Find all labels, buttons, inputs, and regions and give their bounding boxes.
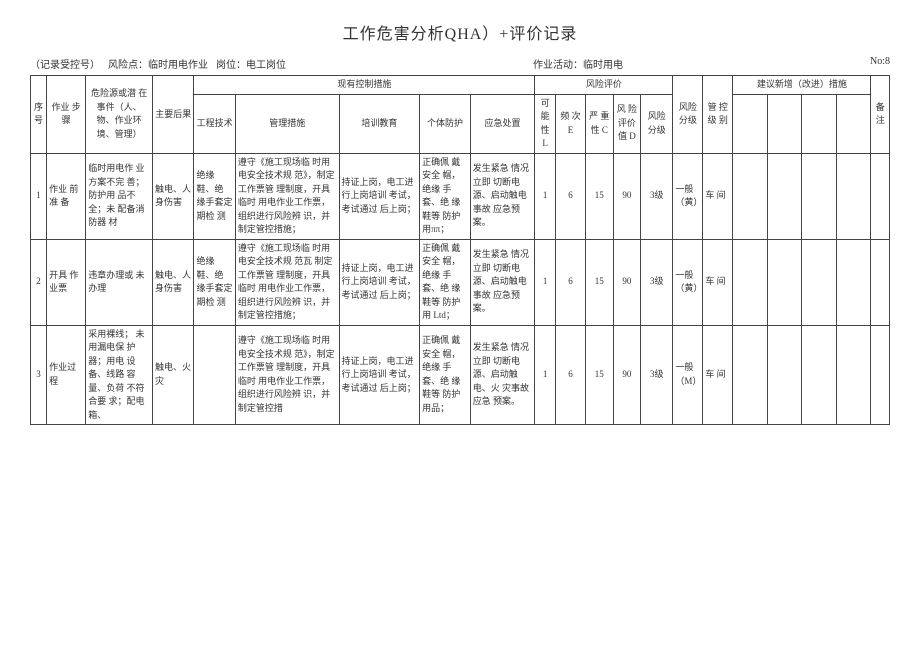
h-lvl: 风险 分级	[641, 94, 673, 153]
cell-cons: 触电、人身伤害	[153, 153, 194, 239]
cell-hazard: 临时用电作 业方案不完 善；防护用 品不全；未 配备消防器 材	[86, 153, 153, 239]
cell-suggest	[733, 239, 768, 325]
cell-hazard: 采用裸线； 未用漏电保 护器；用电 设备、线路 容量、负荷 不符合要 求；配电箱…	[86, 325, 153, 425]
cell-step: 开具 作业票	[47, 239, 86, 325]
h-hazard: 危险源或潜 在事件（人、物、作业环境、管理）	[86, 76, 153, 154]
h-existing: 现有控制措施	[194, 76, 535, 95]
h-risk-eval: 风险评价	[535, 76, 673, 95]
cell-suggest	[836, 325, 871, 425]
cell-C: 15	[585, 153, 613, 239]
cell-D: 90	[613, 239, 641, 325]
cell-suggest	[767, 325, 802, 425]
cell-suggest	[767, 239, 802, 325]
h-suggest: 建议新增（改进）措施	[733, 76, 871, 95]
cell-suggest	[733, 325, 768, 425]
cell-seq: 1	[31, 153, 47, 239]
cell-L: 1	[535, 325, 556, 425]
cell-mgLvl: 车 间	[703, 239, 733, 325]
h-emerg: 应急处置	[470, 94, 535, 153]
h-cons: 主要后果	[153, 76, 194, 154]
cell-eng: 绝缘 鞋、绝 缘手套定 期检 测	[194, 239, 235, 325]
cell-suggest	[802, 153, 837, 239]
cell-E: 6	[556, 325, 586, 425]
cell-mgLvl: 车 间	[703, 325, 733, 425]
h-C: 严 重性 C	[585, 94, 613, 153]
h-eng: 工程技术	[194, 94, 235, 153]
cell-note	[871, 325, 890, 425]
cell-E: 6	[556, 153, 586, 239]
h-note: 备注	[871, 76, 890, 154]
risk-point: 风险点：临时用电作业	[108, 56, 208, 71]
cell-emerg: 发生紧急 情况立即 切断电 源、启动触电事故 应急预 案。	[470, 239, 535, 325]
cell-ppe: 正确佩 戴安全 帽，绝缘 手套、绝 缘鞋等 防护用品；	[420, 325, 471, 425]
cell-C: 15	[585, 239, 613, 325]
cell-D: 90	[613, 325, 641, 425]
header-row-1: 序号 作业 步骤 危险源或潜 在事件（人、物、作业环境、管理） 主要后果 现有控…	[31, 76, 890, 95]
h-mglvl: 管 控级 别	[703, 76, 733, 154]
cell-mgmt: 遵守《施工现场临 时用电安全技术规 范瓦 制定工作票管 理制度，开具临时 用电作…	[235, 239, 339, 325]
cell-emerg: 发生紧急 情况立即 切断电 源、启动触电事故 应急预 案。	[470, 153, 535, 239]
cell-riskLvl: 一般（黄）	[673, 153, 703, 239]
cell-step: 作业 前准 备	[47, 153, 86, 239]
cell-train: 持证上岗，电工进行上岗培训 考试，考试通过 后上岗；	[339, 325, 420, 425]
cell-mgLvl: 车 间	[703, 153, 733, 239]
cell-seq: 2	[31, 239, 47, 325]
cell-note	[871, 239, 890, 325]
cell-lvl: 3级	[641, 153, 673, 239]
activity: 作业活动：临时用电	[533, 56, 623, 71]
cell-L: 1	[535, 239, 556, 325]
post: 岗位：电工岗位	[216, 56, 286, 71]
h-s1	[733, 94, 768, 153]
cell-seq: 3	[31, 325, 47, 425]
cell-note	[871, 153, 890, 239]
cell-suggest	[767, 153, 802, 239]
meta-line: （记录受控号） 风险点：临时用电作业 岗位：电工岗位 作业活动：临时用电 No:…	[30, 56, 890, 71]
cell-riskLvl: 一般（黄）	[673, 239, 703, 325]
cell-E: 6	[556, 239, 586, 325]
record-no-label: （记录受控号）	[30, 56, 100, 71]
cell-L: 1	[535, 153, 556, 239]
cell-D: 90	[613, 153, 641, 239]
cell-mgmt: 遵守《施工现场临 时用电安全技术规 范》，制定工作票管 理制度，开具临时 用电作…	[235, 153, 339, 239]
h-train: 培训教育	[339, 94, 420, 153]
cell-hazard: 违章办理或 未办理	[86, 239, 153, 325]
h-mgmt: 管理措施	[235, 94, 339, 153]
cell-emerg: 发生紧急 情况立即 切断电 源、启动触电、火 灾事故 应急 预案。	[470, 325, 535, 425]
table-row: 2开具 作业票违章办理或 未办理触电、人身伤害绝缘 鞋、绝 缘手套定 期检 测遵…	[31, 239, 890, 325]
cell-cons: 触电、火灾	[153, 325, 194, 425]
doc-no: No:8	[870, 56, 890, 71]
cell-ppe: 正确佩 戴安全 帽，绝缘 手套、绝 缘鞋等 防护用 Ltd；	[420, 239, 471, 325]
cell-step: 作业过程	[47, 325, 86, 425]
cell-C: 15	[585, 325, 613, 425]
cell-riskLvl: 一般（M）	[673, 325, 703, 425]
h-s2	[767, 94, 802, 153]
h-s4	[836, 94, 871, 153]
cell-ppe: 正确佩 戴安全 帽，绝缘 手套、绝 缘鞋等 防护用ππ；	[420, 153, 471, 239]
cell-cons: 触电、人身伤害	[153, 239, 194, 325]
cell-eng: 绝缘 鞋、绝 缘手套定 期检 测	[194, 153, 235, 239]
table-row: 3作业过程采用裸线； 未用漏电保 护器；用电 设备、线路 容量、负荷 不符合要 …	[31, 325, 890, 425]
cell-suggest	[802, 239, 837, 325]
cell-train: 持证上岗，电工进行上岗培训 考试，考试通过 后上岗；	[339, 153, 420, 239]
cell-lvl: 3级	[641, 239, 673, 325]
cell-suggest	[733, 153, 768, 239]
cell-eng	[194, 325, 235, 425]
h-risklvl: 风险 分级	[673, 76, 703, 154]
qha-table: 序号 作业 步骤 危险源或潜 在事件（人、物、作业环境、管理） 主要后果 现有控…	[30, 75, 890, 425]
page-title: 工作危害分析QHA）+评价记录	[30, 20, 890, 44]
h-step: 作业 步骤	[47, 76, 86, 154]
cell-mgmt: 遵守《施工现场临 时用电安全技术规 范》，制定工作票管 理制度，开具临时 用电作…	[235, 325, 339, 425]
h-L: 可能性 L	[535, 94, 556, 153]
cell-lvl: 3级	[641, 325, 673, 425]
cell-train: 持证上岗，电工进行上岗培训 考试，考试通过 后上岗；	[339, 239, 420, 325]
h-E: 频 次 E	[556, 94, 586, 153]
cell-suggest	[802, 325, 837, 425]
cell-suggest	[836, 239, 871, 325]
h-s3	[802, 94, 837, 153]
h-seq: 序号	[31, 76, 47, 154]
cell-suggest	[836, 153, 871, 239]
table-row: 1作业 前准 备临时用电作 业方案不完 善；防护用 品不全；未 配备消防器 材触…	[31, 153, 890, 239]
h-ppe: 个体防护	[420, 94, 471, 153]
h-D: 风 险评价值 D	[613, 94, 641, 153]
